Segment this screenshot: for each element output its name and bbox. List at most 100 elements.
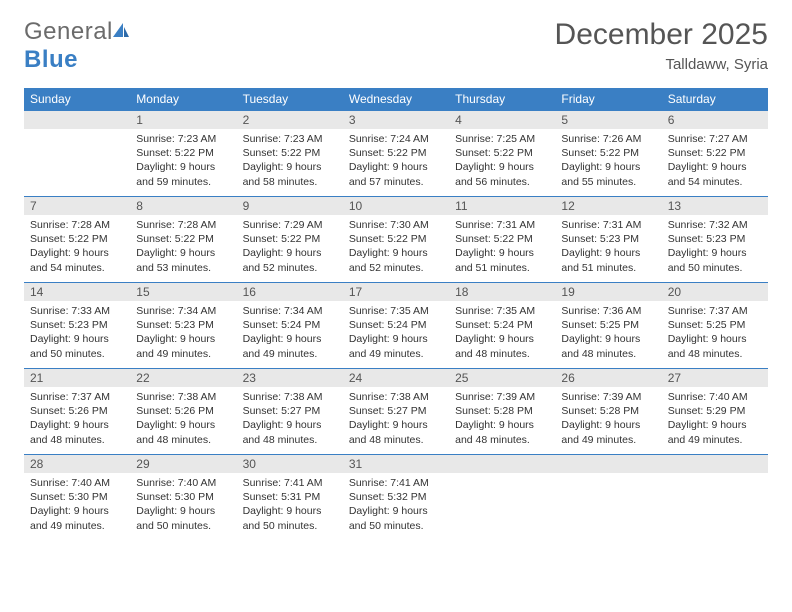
calendar-day-cell: 12Sunrise: 7:31 AMSunset: 5:23 PMDayligh… bbox=[555, 197, 661, 283]
sunrise-text: Sunrise: 7:34 AM bbox=[136, 304, 230, 318]
day-details: Sunrise: 7:38 AMSunset: 5:26 PMDaylight:… bbox=[130, 387, 236, 451]
day-number: 7 bbox=[24, 197, 130, 215]
day-details: Sunrise: 7:39 AMSunset: 5:28 PMDaylight:… bbox=[555, 387, 661, 451]
location-label: Talldaww, Syria bbox=[555, 56, 768, 73]
calendar-day-cell: 6Sunrise: 7:27 AMSunset: 5:22 PMDaylight… bbox=[662, 111, 768, 197]
calendar-day-cell: 30Sunrise: 7:41 AMSunset: 5:31 PMDayligh… bbox=[237, 455, 343, 541]
calendar-day-cell: 24Sunrise: 7:38 AMSunset: 5:27 PMDayligh… bbox=[343, 369, 449, 455]
calendar-day-cell: 8Sunrise: 7:28 AMSunset: 5:22 PMDaylight… bbox=[130, 197, 236, 283]
sunset-text: Sunset: 5:32 PM bbox=[349, 490, 443, 504]
sunset-text: Sunset: 5:28 PM bbox=[561, 404, 655, 418]
day-details: Sunrise: 7:35 AMSunset: 5:24 PMDaylight:… bbox=[449, 301, 555, 365]
day-details: Sunrise: 7:40 AMSunset: 5:30 PMDaylight:… bbox=[130, 473, 236, 537]
day-number bbox=[662, 455, 768, 473]
day-number: 18 bbox=[449, 283, 555, 301]
calendar-week-row: 1Sunrise: 7:23 AMSunset: 5:22 PMDaylight… bbox=[24, 111, 768, 197]
sunset-text: Sunset: 5:23 PM bbox=[136, 318, 230, 332]
day-details: Sunrise: 7:33 AMSunset: 5:23 PMDaylight:… bbox=[24, 301, 130, 365]
day-details: Sunrise: 7:29 AMSunset: 5:22 PMDaylight:… bbox=[237, 215, 343, 279]
calendar-day-cell: 26Sunrise: 7:39 AMSunset: 5:28 PMDayligh… bbox=[555, 369, 661, 455]
daylight-text: Daylight: 9 hours and 48 minutes. bbox=[668, 332, 762, 360]
calendar-day-cell bbox=[24, 111, 130, 197]
calendar-day-cell: 19Sunrise: 7:36 AMSunset: 5:25 PMDayligh… bbox=[555, 283, 661, 369]
day-details: Sunrise: 7:37 AMSunset: 5:26 PMDaylight:… bbox=[24, 387, 130, 451]
daylight-text: Daylight: 9 hours and 52 minutes. bbox=[243, 246, 337, 274]
day-number: 16 bbox=[237, 283, 343, 301]
calendar-day-cell: 9Sunrise: 7:29 AMSunset: 5:22 PMDaylight… bbox=[237, 197, 343, 283]
month-title: December 2025 bbox=[555, 18, 768, 52]
title-block: December 2025 Talldaww, Syria bbox=[555, 18, 768, 73]
sunrise-text: Sunrise: 7:32 AM bbox=[668, 218, 762, 232]
day-number: 29 bbox=[130, 455, 236, 473]
calendar-page: GeneralBlue December 2025 Talldaww, Syri… bbox=[0, 0, 792, 541]
calendar-day-cell: 29Sunrise: 7:40 AMSunset: 5:30 PMDayligh… bbox=[130, 455, 236, 541]
day-number: 9 bbox=[237, 197, 343, 215]
sunset-text: Sunset: 5:22 PM bbox=[243, 232, 337, 246]
sunset-text: Sunset: 5:22 PM bbox=[561, 146, 655, 160]
day-number: 26 bbox=[555, 369, 661, 387]
daylight-text: Daylight: 9 hours and 49 minutes. bbox=[243, 332, 337, 360]
sunset-text: Sunset: 5:22 PM bbox=[243, 146, 337, 160]
daylight-text: Daylight: 9 hours and 59 minutes. bbox=[136, 160, 230, 188]
weekday-header: Thursday bbox=[449, 88, 555, 111]
day-details: Sunrise: 7:36 AMSunset: 5:25 PMDaylight:… bbox=[555, 301, 661, 365]
daylight-text: Daylight: 9 hours and 55 minutes. bbox=[561, 160, 655, 188]
day-number: 19 bbox=[555, 283, 661, 301]
day-details: Sunrise: 7:31 AMSunset: 5:23 PMDaylight:… bbox=[555, 215, 661, 279]
calendar-day-cell: 14Sunrise: 7:33 AMSunset: 5:23 PMDayligh… bbox=[24, 283, 130, 369]
day-number: 27 bbox=[662, 369, 768, 387]
brand-name: GeneralBlue bbox=[24, 18, 131, 74]
day-number: 15 bbox=[130, 283, 236, 301]
calendar-day-cell: 20Sunrise: 7:37 AMSunset: 5:25 PMDayligh… bbox=[662, 283, 768, 369]
day-number: 28 bbox=[24, 455, 130, 473]
day-number: 4 bbox=[449, 111, 555, 129]
day-number bbox=[555, 455, 661, 473]
weekday-header: Tuesday bbox=[237, 88, 343, 111]
sunrise-text: Sunrise: 7:29 AM bbox=[243, 218, 337, 232]
day-details: Sunrise: 7:41 AMSunset: 5:31 PMDaylight:… bbox=[237, 473, 343, 537]
day-number: 6 bbox=[662, 111, 768, 129]
sunrise-text: Sunrise: 7:38 AM bbox=[349, 390, 443, 404]
sunset-text: Sunset: 5:23 PM bbox=[668, 232, 762, 246]
sunrise-text: Sunrise: 7:23 AM bbox=[243, 132, 337, 146]
day-number bbox=[24, 111, 130, 129]
sunrise-text: Sunrise: 7:40 AM bbox=[668, 390, 762, 404]
day-details: Sunrise: 7:23 AMSunset: 5:22 PMDaylight:… bbox=[130, 129, 236, 193]
sunrise-text: Sunrise: 7:39 AM bbox=[561, 390, 655, 404]
day-number: 8 bbox=[130, 197, 236, 215]
sunrise-text: Sunrise: 7:25 AM bbox=[455, 132, 549, 146]
brand-name-a: General bbox=[24, 18, 113, 45]
day-number: 21 bbox=[24, 369, 130, 387]
calendar-week-row: 28Sunrise: 7:40 AMSunset: 5:30 PMDayligh… bbox=[24, 455, 768, 541]
daylight-text: Daylight: 9 hours and 53 minutes. bbox=[136, 246, 230, 274]
calendar-week-row: 7Sunrise: 7:28 AMSunset: 5:22 PMDaylight… bbox=[24, 197, 768, 283]
calendar-day-cell: 5Sunrise: 7:26 AMSunset: 5:22 PMDaylight… bbox=[555, 111, 661, 197]
sunset-text: Sunset: 5:24 PM bbox=[349, 318, 443, 332]
page-header: GeneralBlue December 2025 Talldaww, Syri… bbox=[24, 18, 768, 74]
sunrise-text: Sunrise: 7:31 AM bbox=[561, 218, 655, 232]
sunrise-text: Sunrise: 7:27 AM bbox=[668, 132, 762, 146]
calendar-day-cell: 31Sunrise: 7:41 AMSunset: 5:32 PMDayligh… bbox=[343, 455, 449, 541]
daylight-text: Daylight: 9 hours and 48 minutes. bbox=[243, 418, 337, 446]
calendar-day-cell: 17Sunrise: 7:35 AMSunset: 5:24 PMDayligh… bbox=[343, 283, 449, 369]
sunrise-text: Sunrise: 7:34 AM bbox=[243, 304, 337, 318]
day-details: Sunrise: 7:26 AMSunset: 5:22 PMDaylight:… bbox=[555, 129, 661, 193]
daylight-text: Daylight: 9 hours and 50 minutes. bbox=[136, 504, 230, 532]
calendar-table: Sunday Monday Tuesday Wednesday Thursday… bbox=[24, 88, 768, 541]
day-details: Sunrise: 7:32 AMSunset: 5:23 PMDaylight:… bbox=[662, 215, 768, 279]
daylight-text: Daylight: 9 hours and 48 minutes. bbox=[349, 418, 443, 446]
sunset-text: Sunset: 5:30 PM bbox=[30, 490, 124, 504]
day-number: 24 bbox=[343, 369, 449, 387]
sunrise-text: Sunrise: 7:26 AM bbox=[561, 132, 655, 146]
calendar-day-cell: 25Sunrise: 7:39 AMSunset: 5:28 PMDayligh… bbox=[449, 369, 555, 455]
day-details: Sunrise: 7:38 AMSunset: 5:27 PMDaylight:… bbox=[343, 387, 449, 451]
sunset-text: Sunset: 5:22 PM bbox=[455, 146, 549, 160]
day-details: Sunrise: 7:41 AMSunset: 5:32 PMDaylight:… bbox=[343, 473, 449, 537]
daylight-text: Daylight: 9 hours and 49 minutes. bbox=[30, 504, 124, 532]
brand-name-b: Blue bbox=[24, 46, 78, 73]
day-number: 30 bbox=[237, 455, 343, 473]
sunrise-text: Sunrise: 7:37 AM bbox=[668, 304, 762, 318]
sunset-text: Sunset: 5:31 PM bbox=[243, 490, 337, 504]
day-details: Sunrise: 7:35 AMSunset: 5:24 PMDaylight:… bbox=[343, 301, 449, 365]
sunset-text: Sunset: 5:22 PM bbox=[349, 146, 443, 160]
